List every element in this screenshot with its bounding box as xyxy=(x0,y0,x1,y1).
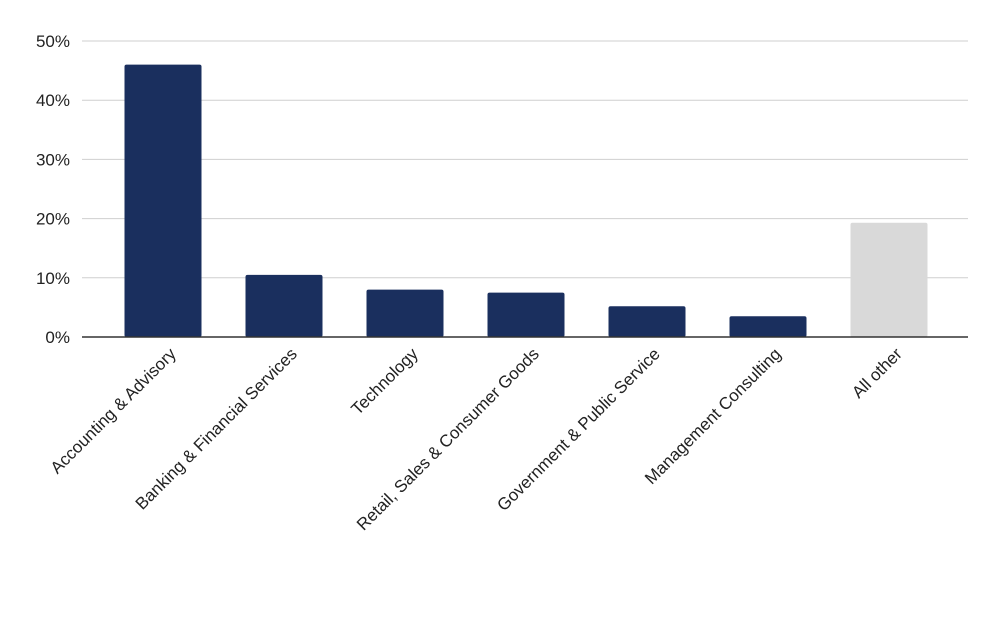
y-axis: 0% 10% 20% 30% 40% 50% xyxy=(36,32,70,347)
y-tick-label: 30% xyxy=(36,150,70,169)
x-tick-label: Management Consulting xyxy=(641,344,785,488)
bar xyxy=(850,222,928,337)
bars xyxy=(124,64,928,338)
x-tick-label: Technology xyxy=(348,344,423,419)
y-tick-label: 20% xyxy=(36,210,70,229)
y-tick-label: 10% xyxy=(36,269,70,288)
y-tick-label: 0% xyxy=(45,328,70,347)
bar xyxy=(487,292,565,337)
x-tick-label: Accounting & Advisory xyxy=(47,344,180,477)
x-tick-label: All other xyxy=(848,344,906,402)
grid-layer xyxy=(82,40,968,279)
y-tick-label: 40% xyxy=(36,91,70,110)
bar xyxy=(124,64,202,338)
y-tick-label: 50% xyxy=(36,32,70,51)
bar xyxy=(245,274,323,337)
bar xyxy=(729,316,807,337)
bar xyxy=(366,289,444,337)
bar xyxy=(608,306,686,337)
